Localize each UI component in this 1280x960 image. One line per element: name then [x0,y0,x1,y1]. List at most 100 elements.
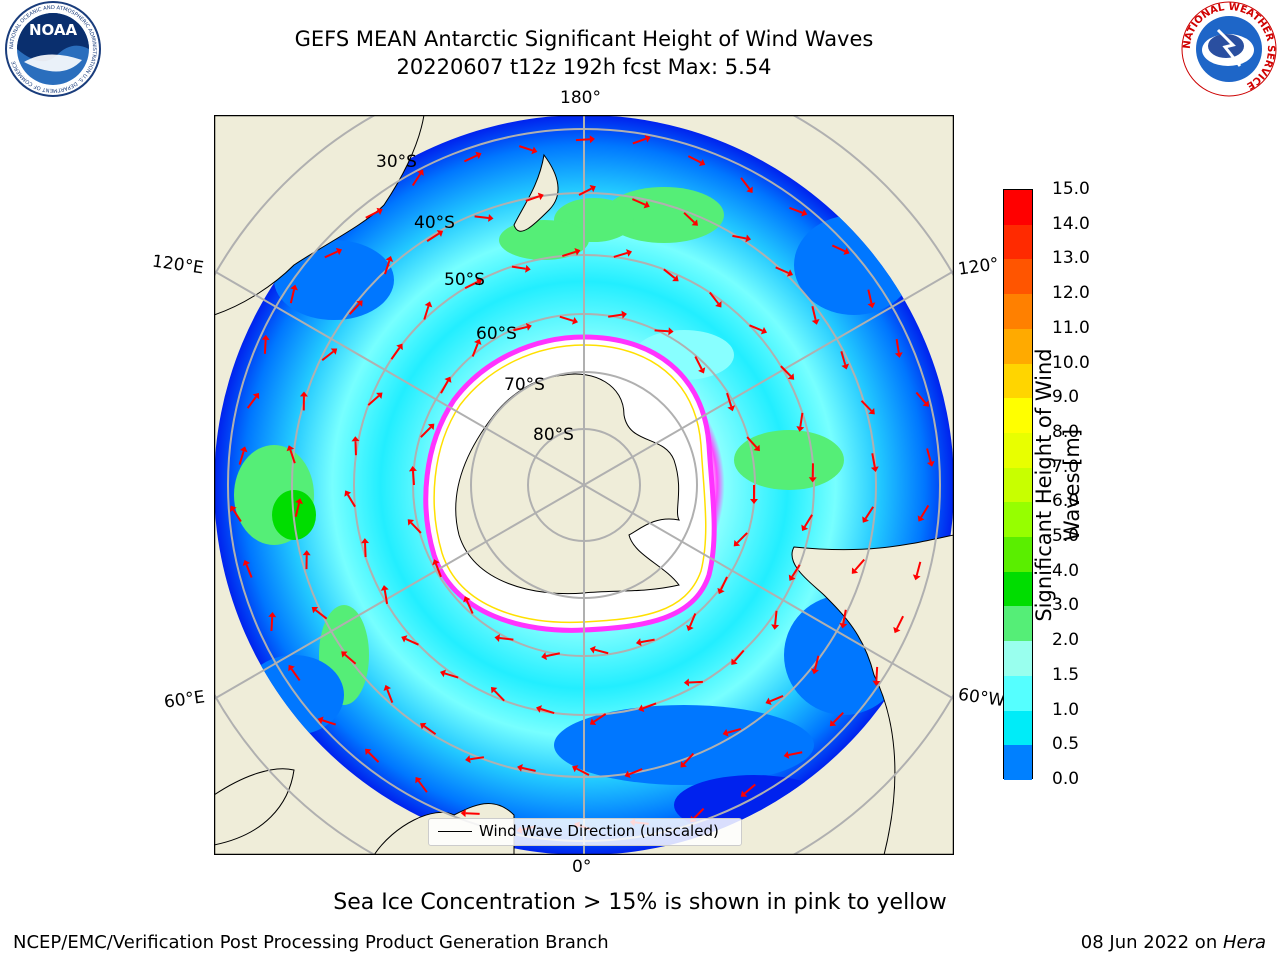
wave-arrow-head [788,574,796,581]
wave-arrow-head [376,207,383,215]
wave-arrow-head [420,722,427,730]
wave-arrow-head [922,400,929,407]
wave-arrow-head [417,169,424,176]
sea-ice-note: Sea Ice Concentration > 15% is shown in … [333,890,947,915]
wave-arrow-head [444,376,452,383]
colorbar-tick-label: 0.0 [1052,769,1080,789]
colorbar-tick-label: 15.0 [1052,179,1090,199]
wave-arrow-head [589,718,597,726]
wave-arrow [775,266,789,274]
wave-arrow-head [680,761,687,768]
colorbar-segment [1004,641,1032,677]
wave-arrow-head [638,704,645,713]
noaa-logo-text: NOAA [29,21,78,39]
wave-arrow-head [356,300,363,307]
new-zealand-land [513,153,559,232]
wave-arrow-head [722,728,729,737]
lat-label-80s: 80°S [533,425,574,445]
wave-arrow [926,448,932,463]
wave-arrow [270,616,274,631]
wave-arrow-head [841,363,850,370]
wave-arrow [367,395,380,406]
wave-arrow-head [488,213,494,222]
wave-arrow [799,412,804,427]
wave-arrow [469,756,485,761]
wave-arrow [663,268,676,279]
colorbar-segment [1004,745,1032,781]
wave-arrow-head [252,392,260,400]
lon-label-60w: 60°W [956,684,1007,712]
wave-arrow-head [589,135,595,144]
wave-arrow [562,250,576,257]
wave-arrow-head [926,460,935,467]
colorbar-tick-label: 8.0 [1052,421,1080,442]
wave-arrow-head [621,310,627,319]
wave-arrow [423,305,430,320]
wave-arrow-head [746,186,753,193]
wave-arrow-head [727,405,736,412]
wave-arrow [791,564,801,578]
wave-arrow [440,380,449,394]
colorbar-tick-label: 14.0 [1052,213,1090,234]
wave-arrow [840,351,847,366]
wave-arrow [632,137,647,145]
wave-arrow [608,313,623,318]
colorbar-segment [1004,467,1032,503]
wave-arrow-head [733,540,741,547]
wave-arrow [733,649,745,662]
wave-arrow-head [290,284,298,291]
wave-arrow [864,506,875,520]
wave-arrow-head [811,668,819,675]
wave-arrow [654,329,669,333]
wave-arrow [642,702,657,710]
wave-arrow [420,426,432,438]
wave-arrow-head [862,516,869,523]
wave-arrow [920,504,930,518]
wave-arrow-head [317,716,324,725]
wave-arrow-head [330,348,338,355]
wave-arrow [540,708,555,715]
longitude-grid [214,115,954,855]
wave-arrow [386,689,394,704]
wave-arrow [831,244,846,253]
wave-arrow-head [408,466,417,472]
wave-arrow [774,610,778,625]
wave-arrow-head [525,323,532,331]
wave-arrow-head [261,334,270,341]
antarctica-land [455,373,680,595]
wave-arrow-head [731,658,738,665]
colorbar-tick-label: 4.0 [1052,560,1080,581]
wave-arrow [915,561,922,576]
wave-arrow-head [474,338,482,345]
wave-arrow [464,281,479,290]
colorbar-segment [1004,571,1032,607]
wave-arrow [746,436,758,449]
wave-arrow [709,291,720,305]
wave-arrow-head [572,765,579,773]
wave-arrow [832,711,844,724]
footer-credit: NCEP/EMC/Verification Post Processing Pr… [13,932,609,953]
wave-arrow [344,653,357,665]
colorbar-tick-label: 10.0 [1052,352,1090,373]
wave-arrow [693,807,705,820]
wave-arrow [749,324,763,332]
colorbar-segment [1004,224,1032,260]
wave-arrow-head [796,426,805,432]
wave-arrow-head [385,256,394,263]
colorbar-tick-label: 3.0 [1052,595,1080,616]
wave-arrow-head [698,367,706,374]
wave-arrow-head [490,687,498,694]
colorbar-segment [1004,537,1032,573]
wave-arrow-head [917,515,925,522]
colorbar-segment [1004,502,1032,538]
wave-arrow-head [268,611,277,618]
wave-arrow-head [463,596,471,603]
wave-arrow-head [808,477,817,483]
wave-arrow [290,668,301,681]
wave-arrow-head [643,201,650,209]
colorbar-segment [1004,294,1032,330]
lon-label-60e: 60°E [162,687,207,713]
polar-map [214,115,954,855]
wave-arrow-head [668,327,674,336]
colorbar-tick-label: 6.0 [1052,491,1080,512]
